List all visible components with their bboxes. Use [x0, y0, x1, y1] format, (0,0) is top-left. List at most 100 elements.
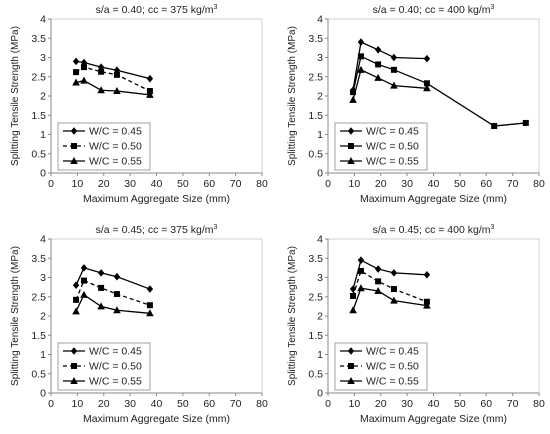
data-point [423, 54, 431, 63]
y-tick-label: 2.5 [31, 71, 46, 83]
data-point [97, 86, 105, 94]
legend-marker [347, 157, 355, 164]
x-tick-label: 0 [325, 178, 331, 190]
data-point [146, 90, 154, 98]
data-point [357, 65, 365, 73]
data-point [113, 306, 121, 314]
legend-label: W/C = 0.55 [366, 376, 419, 388]
y-tick-label: 3 [317, 272, 323, 284]
y-tick-label: 4 [317, 14, 323, 26]
data-point [349, 95, 357, 103]
y-tick-label: 4 [40, 234, 46, 246]
x-tick-label: 30 [124, 178, 136, 190]
y-tick-label: 3.5 [308, 33, 323, 45]
y-tick-label: 3 [317, 52, 323, 64]
y-tick-label: 1 [40, 129, 46, 141]
y-axis-label: Splitting Tensile Strength (MPa) [10, 26, 21, 166]
legend-label: W/C = 0.55 [89, 156, 142, 168]
series-3 [349, 65, 431, 103]
data-point [350, 89, 357, 96]
series-line [75, 66, 151, 92]
y-tick-label: 0.5 [308, 148, 323, 160]
series-3 [72, 76, 154, 98]
data-point [374, 286, 382, 294]
data-point [390, 269, 398, 277]
y-axis-label: Splitting Tensile Strength (MPa) [10, 246, 21, 386]
series-line [75, 267, 151, 290]
data-point [98, 284, 105, 291]
y-tick-label: 2 [40, 91, 46, 103]
legend-marker [347, 347, 355, 355]
series-2 [73, 277, 153, 309]
x-tick-label: 40 [428, 398, 440, 410]
y-tick-label: 1 [40, 349, 46, 361]
y-tick-label: 0 [40, 388, 46, 400]
y-tick-label: 1.5 [308, 330, 323, 342]
y-axis-label: Splitting Tensile Strength (MPa) [287, 246, 298, 386]
legend-label: W/C = 0.50 [366, 141, 419, 153]
x-tick-label: 70 [230, 178, 242, 190]
x-tick-label: 50 [177, 178, 189, 190]
legend-marker [71, 363, 77, 369]
series-2 [350, 53, 529, 130]
y-tick-label: 3 [40, 52, 46, 64]
data-point [146, 74, 154, 83]
data-point [349, 285, 357, 293]
legend-marker [70, 377, 78, 384]
x-tick-label: 10 [349, 398, 361, 410]
chart-panel-2: s/a = 0.40; cc = 400 kg/m30 10 20 30 40 50 60 7… [287, 4, 545, 205]
data-point [97, 269, 105, 277]
data-point [349, 306, 357, 314]
y-tick-label: 1.5 [31, 110, 46, 122]
legend-label: W/C = 0.50 [89, 361, 142, 373]
x-tick-label: 40 [151, 398, 163, 410]
data-point [350, 292, 357, 299]
y-tick-label: 1 [317, 129, 323, 141]
data-point [80, 64, 87, 71]
legend-marker [347, 127, 355, 135]
legend: W/C = 0.45 W/C = 0.50 W/C = 0.55 [334, 122, 428, 171]
y-tick-label: 0.5 [31, 148, 46, 160]
data-point [390, 286, 397, 293]
data-point [80, 76, 88, 84]
y-tick-label: 4 [40, 14, 46, 26]
data-point [375, 61, 382, 68]
data-point [522, 119, 529, 126]
y-tick-label: 2 [317, 91, 323, 103]
x-tick-label: 0 [48, 398, 54, 410]
x-tick-label: 20 [98, 398, 110, 410]
y-tick-label: 4 [317, 234, 323, 246]
data-point [390, 53, 398, 62]
y-tick-label: 2 [317, 311, 323, 323]
data-point [146, 302, 153, 309]
x-axis-label: Maximum Aggregate Size (mm) [83, 413, 230, 425]
data-point [423, 301, 431, 309]
legend-marker [70, 347, 78, 355]
legend-marker [348, 363, 354, 369]
data-point [80, 290, 88, 298]
legend: W/C = 0.45 W/C = 0.50 W/C = 0.55 [334, 342, 428, 391]
x-tick-label: 0 [325, 398, 331, 410]
data-point [73, 296, 80, 303]
data-point [374, 73, 382, 81]
x-tick-label: 70 [230, 398, 242, 410]
x-tick-label: 70 [507, 178, 519, 190]
x-axis-label: Maximum Aggregate Size (mm) [360, 413, 507, 425]
legend-marker [70, 127, 78, 135]
y-tick-label: 3.5 [308, 253, 323, 265]
series-line [352, 68, 427, 101]
legend-marker [347, 377, 355, 384]
y-tick-label: 1 [317, 349, 323, 361]
data-point [73, 69, 80, 76]
legend-label: W/C = 0.50 [366, 361, 419, 373]
series-3 [349, 284, 431, 314]
y-tick-label: 2.5 [308, 71, 323, 83]
data-point [374, 46, 382, 54]
data-point [72, 307, 80, 315]
x-tick-label: 70 [507, 398, 519, 410]
x-tick-label: 60 [480, 178, 492, 190]
series-line [352, 259, 427, 290]
x-tick-label: 20 [375, 398, 387, 410]
x-tick-label: 50 [454, 178, 466, 190]
